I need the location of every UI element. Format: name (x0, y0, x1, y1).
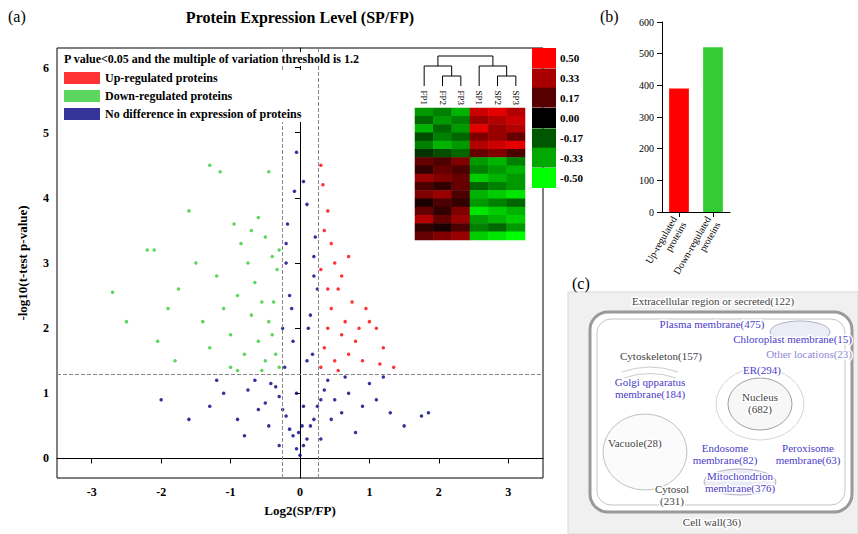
svg-text:Up-regulated proteins: Up-regulated proteins (105, 71, 218, 85)
svg-text:SP2: SP2 (493, 90, 503, 105)
svg-text:-log10(t-test p-value): -log10(t-test p-value) (15, 205, 30, 320)
svg-text:1: 1 (43, 386, 49, 400)
svg-text:Up-regulated: Up-regulated (643, 214, 679, 266)
svg-text:(b): (b) (600, 8, 619, 26)
svg-text:-1: -1 (226, 485, 236, 499)
svg-text:Extracellular region or secret: Extracellular region or secreted(122) (632, 295, 795, 308)
svg-text:300: 300 (639, 112, 654, 123)
svg-text:3: 3 (505, 485, 511, 499)
svg-text:Other locations(23): Other locations(23) (766, 348, 852, 361)
svg-text:600: 600 (639, 17, 654, 28)
svg-text:SP1: SP1 (474, 90, 484, 105)
svg-text:0: 0 (297, 485, 303, 499)
svg-text:200: 200 (639, 143, 654, 154)
svg-text:1: 1 (366, 485, 372, 499)
svg-text:5: 5 (43, 126, 49, 140)
svg-text:-3: -3 (87, 485, 97, 499)
svg-text:SP3: SP3 (511, 90, 521, 105)
svg-text:membrane(376): membrane(376) (705, 482, 776, 495)
svg-text:Chloroplast membrane(15): Chloroplast membrane(15) (733, 333, 852, 346)
svg-text:(a): (a) (8, 8, 26, 26)
svg-text:Cell wall(36): Cell wall(36) (683, 516, 742, 529)
svg-text:membrane(63): membrane(63) (776, 454, 841, 467)
svg-text:Down-regulated proteins: Down-regulated proteins (105, 89, 233, 103)
svg-text:-0.50: -0.50 (560, 172, 583, 184)
svg-text:(c): (c) (572, 275, 590, 293)
svg-text:Down-regulated: Down-regulated (671, 214, 713, 277)
svg-text:-0.33: -0.33 (560, 152, 583, 164)
svg-text:Cytosol: Cytosol (655, 483, 689, 495)
svg-text:Log2(SP/FP): Log2(SP/FP) (264, 503, 336, 518)
svg-text:proteins: proteins (697, 220, 723, 253)
svg-text:Protein Expression Level (SP/F: Protein Expression Level (SP/FP) (186, 9, 414, 27)
svg-text:0.00: 0.00 (560, 112, 580, 124)
svg-text:No difference in expression of: No difference in expression of proteins (105, 107, 302, 121)
svg-text:Mitochondrion: Mitochondrion (707, 470, 773, 482)
svg-text:Plasma membrane(475): Plasma membrane(475) (660, 318, 765, 331)
svg-text:2: 2 (436, 485, 442, 499)
svg-text:2: 2 (43, 321, 49, 335)
svg-text:-2: -2 (156, 485, 166, 499)
svg-text:membrane(82): membrane(82) (693, 454, 758, 467)
svg-text:0.33: 0.33 (560, 72, 580, 84)
svg-text:100: 100 (639, 175, 654, 186)
svg-text:400: 400 (639, 80, 654, 91)
svg-text:proteins: proteins (662, 220, 689, 254)
svg-text:Nucleus: Nucleus (742, 391, 778, 403)
svg-text:ER(294): ER(294) (743, 364, 781, 377)
svg-text:FP2: FP2 (438, 90, 448, 105)
svg-text:0.50: 0.50 (560, 52, 580, 64)
svg-text:3: 3 (43, 256, 49, 270)
svg-text:(231): (231) (660, 495, 684, 508)
svg-text:0: 0 (649, 207, 654, 218)
svg-text:Golgi qpparatus: Golgi qpparatus (615, 376, 686, 388)
svg-text:Cytoskeleton(157): Cytoskeleton(157) (620, 350, 702, 363)
svg-text:0: 0 (43, 451, 49, 465)
svg-text:FP3: FP3 (456, 90, 466, 105)
svg-text:Endosome: Endosome (702, 442, 749, 454)
svg-text:P value<0.05 and the multiple: P value<0.05 and the multiple of variati… (64, 52, 359, 66)
svg-text:Peroxisome: Peroxisome (782, 442, 834, 454)
svg-text:0.17: 0.17 (560, 92, 580, 104)
svg-text:(682): (682) (748, 403, 772, 416)
svg-text:-0.17: -0.17 (560, 132, 583, 144)
svg-text:500: 500 (639, 48, 654, 59)
svg-text:FP1: FP1 (419, 90, 429, 105)
svg-text:membrane(184): membrane(184) (615, 388, 686, 401)
svg-text:6: 6 (43, 61, 49, 75)
svg-text:4: 4 (43, 191, 49, 205)
svg-text:Vacuole(28): Vacuole(28) (608, 437, 662, 450)
